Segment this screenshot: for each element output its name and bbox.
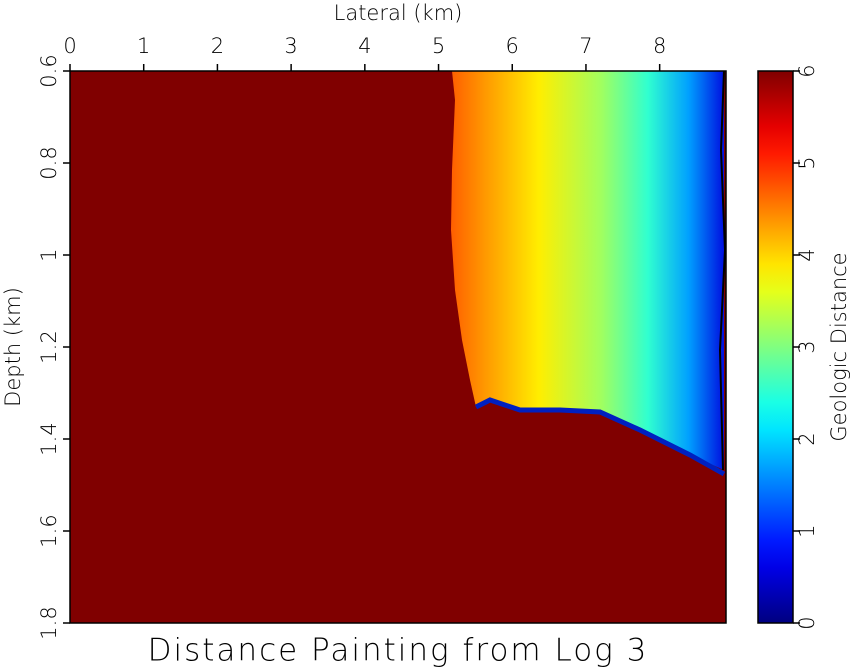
x-tick-label: 0 <box>63 34 76 58</box>
colorbar-tick-label: 1 <box>795 524 819 537</box>
image-field <box>451 71 724 470</box>
y-tick-label: 0.6 <box>37 54 61 87</box>
colorbar-tick-label: 0 <box>795 616 819 629</box>
x-tick-label: 4 <box>358 34 371 58</box>
y-tick-label: 0.8 <box>37 146 61 179</box>
y-tick-label: 1.2 <box>37 330 61 363</box>
colorbar-tick-label: 4 <box>795 248 819 261</box>
x-tick-label: 2 <box>211 34 224 58</box>
x-tick-label: 5 <box>432 34 445 58</box>
colorbar <box>757 70 794 624</box>
x-axis-label: Lateral (km) <box>334 1 463 25</box>
colorbar-label: Geologic Distance <box>827 252 851 441</box>
colorbar-tick-label: 3 <box>795 340 819 353</box>
x-tick-label: 7 <box>579 34 592 58</box>
image-contour <box>718 70 727 471</box>
x-tick-label: 1 <box>137 34 150 58</box>
x-tick-label: 8 <box>653 34 666 58</box>
image <box>70 70 727 623</box>
colorbar-tick-label: 5 <box>795 156 819 169</box>
y-tick-label: 1.8 <box>37 606 61 639</box>
image-edge <box>474 397 726 477</box>
y-tick-label: 1 <box>37 248 61 261</box>
y-tick-label: 1.4 <box>37 422 61 455</box>
x-tick-label: 3 <box>284 34 297 58</box>
colorbar-tick-label: 6 <box>795 64 819 77</box>
y-tick-label: 1.6 <box>37 514 61 547</box>
colorbar-tick-label: 2 <box>795 432 819 445</box>
x-tick-label: 6 <box>506 34 519 58</box>
chart-title: Distance Painting from Log 3 <box>148 633 649 669</box>
y-axis-label: Depth (km) <box>1 287 25 407</box>
